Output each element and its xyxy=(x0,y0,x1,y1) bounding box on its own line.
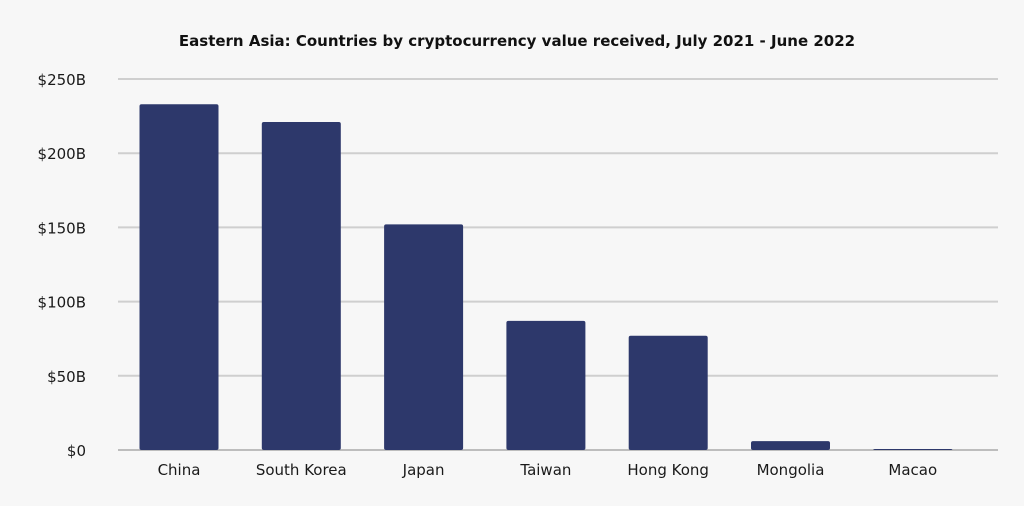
x-axis-ticks: China South Korea Japan Taiwan Hong Kong Mong… xyxy=(158,461,938,479)
y-tick-label: $150B xyxy=(38,219,86,237)
bar-taiwan xyxy=(506,320,586,450)
x-tick-label: Japan xyxy=(402,461,445,479)
y-tick-label: $50B xyxy=(47,368,86,386)
x-tick-label: China xyxy=(158,461,201,479)
x-tick-label: Taiwan xyxy=(519,461,571,479)
x-tick-label: Mongolia xyxy=(757,461,825,479)
bar-mongolia xyxy=(751,441,830,450)
bar-south-korea xyxy=(261,122,341,450)
x-tick-label: South Korea xyxy=(256,461,347,479)
bar-china xyxy=(139,104,219,450)
x-tick-label: Macao xyxy=(888,461,937,479)
chart-title: Eastern Asia: Countries by cryptocurrenc… xyxy=(179,32,855,50)
bar-hong-kong xyxy=(628,335,708,450)
bars xyxy=(139,104,953,450)
x-tick-label: Hong Kong xyxy=(627,461,709,479)
y-tick-label: $0 xyxy=(67,442,86,460)
y-tick-label: $200B xyxy=(38,145,86,163)
bar-japan xyxy=(384,224,464,450)
y-tick-label: $250B xyxy=(38,71,86,89)
y-tick-label: $100B xyxy=(38,294,86,312)
y-axis-ticks: $0 $50B $100B $150B $200B $250B xyxy=(38,71,86,460)
bar-macao xyxy=(873,448,953,450)
